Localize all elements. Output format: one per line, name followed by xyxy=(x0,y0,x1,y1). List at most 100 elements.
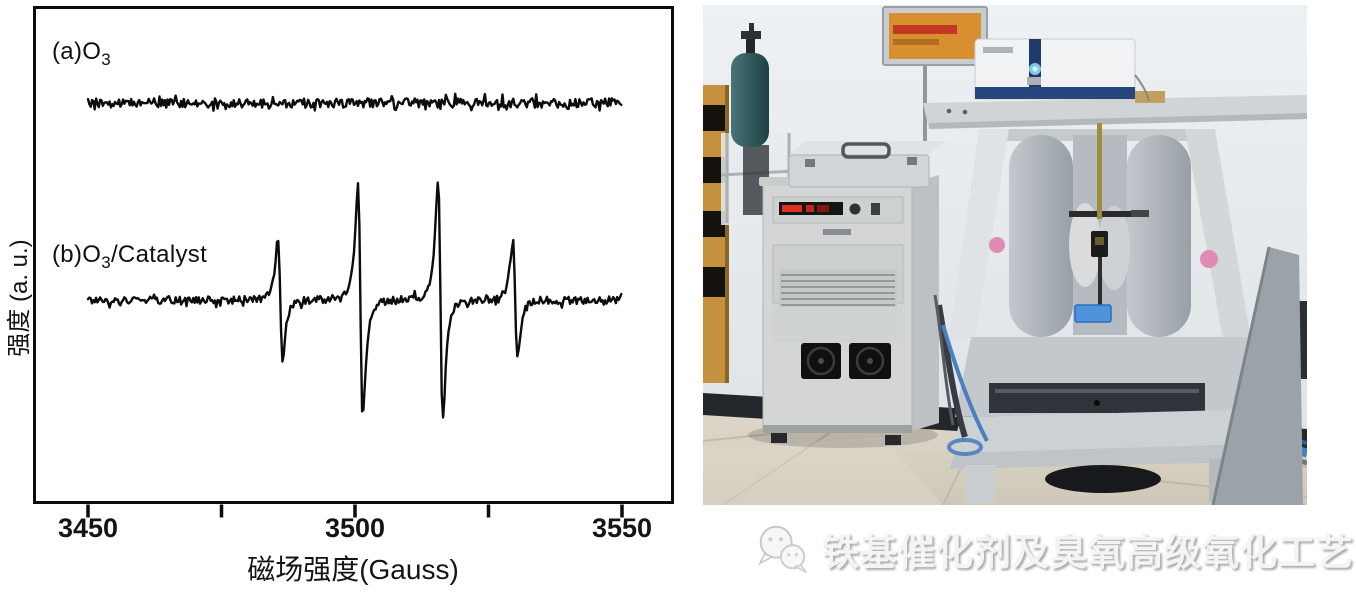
power-console xyxy=(759,175,939,445)
cabinet-edge-shade xyxy=(725,85,729,383)
pedestal-foot-left xyxy=(965,465,995,503)
cabinet-slot xyxy=(703,267,725,297)
cabinet-slot xyxy=(703,157,725,183)
wooden-cabinet xyxy=(703,85,729,383)
aluminum-briefcase xyxy=(788,141,945,188)
x-tick-label-3450: 3450 xyxy=(57,513,119,543)
panel-edge xyxy=(1211,246,1271,506)
trace-b-label-text: (b)O xyxy=(52,241,102,268)
sample-rod xyxy=(1097,123,1102,219)
cable-coil xyxy=(947,438,983,456)
x-tick-label-3500: 3500 xyxy=(324,513,386,543)
gas-cylinder xyxy=(731,23,769,147)
briefcase-handle xyxy=(841,142,891,159)
table-hole xyxy=(962,109,968,115)
electromagnet xyxy=(949,123,1251,339)
pedestal-platform xyxy=(951,409,1281,453)
x-axis-label: 磁场强度(Gauss) xyxy=(247,554,459,585)
led-segment xyxy=(782,205,802,212)
floor-highlight xyxy=(703,437,943,505)
trace-b-label-sub: 3 xyxy=(101,252,111,272)
spectrometer-cable xyxy=(1134,74,1150,102)
wechat-eye xyxy=(768,537,773,542)
right-support xyxy=(1185,129,1251,339)
blue-cable xyxy=(941,324,989,442)
caster xyxy=(771,433,787,443)
wechat-eye xyxy=(794,553,799,557)
wood-block xyxy=(1135,91,1165,103)
console-side xyxy=(912,175,939,431)
right-pole-piece xyxy=(1098,206,1130,290)
briefcase-front xyxy=(788,154,930,188)
wechat-eye xyxy=(786,553,791,557)
trace-a-label: (a)O3 xyxy=(52,38,111,70)
left-coil xyxy=(1009,135,1073,337)
cooling-fans xyxy=(801,343,891,379)
spectrometer-label xyxy=(983,47,1013,53)
recess-detail xyxy=(995,389,1199,393)
plot-border xyxy=(33,6,674,504)
trace-a-label-text: (a)O xyxy=(52,38,102,65)
panel-switch xyxy=(871,203,880,215)
sign-face xyxy=(889,13,981,59)
base-disc-shadow xyxy=(1045,465,1161,493)
sign-red-text-band xyxy=(893,25,957,34)
x-tick-label-3550: 3550 xyxy=(591,513,653,543)
warning-sign xyxy=(882,6,988,66)
benchtop-spectrometer xyxy=(974,38,1165,103)
led-segment xyxy=(817,205,829,212)
cabinet-slot xyxy=(703,211,725,237)
watermark: 铁基催化剂及臭氧高级氧化工艺 xyxy=(752,522,1354,576)
status-light-core xyxy=(1032,66,1038,72)
lower-panel xyxy=(773,307,903,343)
epr-spectrum-svg xyxy=(33,6,674,518)
epr-chart: (a)O3 (b)O3/Catalyst 3450 3500 3550 磁场强度… xyxy=(6,6,674,585)
spectrometer-base xyxy=(975,87,1135,99)
trace-b-label: (b)O3/Catalyst xyxy=(52,241,207,273)
briefcase-top xyxy=(789,141,945,155)
wechat-bubble-tail xyxy=(758,552,775,566)
wechat-bubble-small xyxy=(780,544,806,570)
pink-cap-left xyxy=(989,237,1005,253)
pedestal-step xyxy=(949,443,1287,469)
valve-handle xyxy=(741,31,761,39)
fan-hub xyxy=(818,358,824,364)
table-hole xyxy=(946,108,952,114)
cylinder-body xyxy=(731,53,769,147)
y-axis-label: 强度 (a. u.) xyxy=(6,239,33,357)
clamp-detail xyxy=(1095,237,1104,245)
cylinder-neck xyxy=(746,39,755,57)
brand-label xyxy=(823,229,851,235)
epr-trace-b xyxy=(86,181,623,419)
console-base xyxy=(763,425,912,433)
louver-lines xyxy=(781,274,895,306)
spectrometer-port xyxy=(1027,77,1041,85)
briefcase-latch xyxy=(805,159,815,167)
wechat-icon xyxy=(758,525,807,573)
left-support xyxy=(949,129,1009,339)
wechat-bubble-small-tail xyxy=(793,564,807,573)
recess-hole xyxy=(1094,400,1100,406)
briefcase-latch xyxy=(907,157,917,165)
epr-trace-a xyxy=(86,92,623,112)
magnet-table xyxy=(923,95,1307,129)
left-pole-piece xyxy=(1069,203,1101,287)
gray-side-panel xyxy=(1213,247,1303,505)
trace-b-label-suffix: /Catalyst xyxy=(110,241,208,268)
lab-photo-svg xyxy=(702,5,1309,506)
led-segment xyxy=(806,205,814,212)
trace-a-label-sub: 3 xyxy=(101,49,111,69)
fan-ring xyxy=(806,346,836,376)
pink-cap-right xyxy=(1200,250,1218,268)
sign-lower-band xyxy=(893,39,939,45)
gray-cable xyxy=(933,294,955,426)
epr-instrument-photo xyxy=(702,5,1309,506)
sample-rod-lower xyxy=(1098,257,1102,317)
blue-sticker xyxy=(1074,304,1112,323)
panel-knob xyxy=(849,203,861,215)
rod-fitting xyxy=(1131,210,1149,217)
caster xyxy=(885,435,901,445)
valve-stem xyxy=(749,23,754,35)
table-edge-shade xyxy=(929,113,1307,129)
fan-ring xyxy=(855,346,885,376)
